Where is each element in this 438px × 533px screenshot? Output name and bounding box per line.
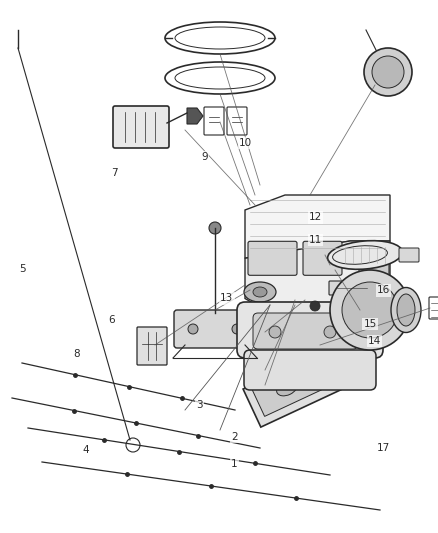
FancyBboxPatch shape [303, 241, 342, 276]
Ellipse shape [244, 282, 276, 302]
Ellipse shape [344, 282, 376, 302]
Text: 6: 6 [108, 315, 115, 325]
Text: 7: 7 [111, 168, 118, 178]
Polygon shape [243, 349, 347, 427]
Circle shape [364, 48, 412, 96]
Text: 1: 1 [231, 459, 238, 469]
FancyBboxPatch shape [137, 327, 167, 365]
Text: 3: 3 [196, 400, 203, 410]
Text: 11: 11 [309, 235, 322, 245]
Polygon shape [245, 241, 390, 310]
Circle shape [232, 324, 242, 334]
Circle shape [318, 371, 328, 381]
Circle shape [324, 326, 336, 338]
Circle shape [310, 301, 320, 311]
Text: 13: 13 [220, 294, 233, 303]
Text: 10: 10 [239, 138, 252, 148]
Text: 14: 14 [368, 336, 381, 346]
FancyBboxPatch shape [174, 310, 256, 348]
FancyBboxPatch shape [113, 106, 169, 148]
Ellipse shape [397, 294, 415, 326]
Text: 5: 5 [19, 264, 26, 274]
Circle shape [372, 56, 404, 88]
FancyBboxPatch shape [399, 248, 419, 262]
Circle shape [342, 282, 398, 338]
Circle shape [330, 270, 410, 350]
Circle shape [209, 222, 221, 234]
Text: 15: 15 [364, 319, 377, 329]
Ellipse shape [253, 287, 267, 297]
Polygon shape [245, 195, 390, 259]
Text: 4: 4 [82, 446, 89, 455]
FancyBboxPatch shape [253, 313, 358, 349]
Text: 8: 8 [73, 350, 80, 359]
Polygon shape [322, 362, 344, 382]
Text: 9: 9 [201, 152, 208, 162]
Circle shape [188, 324, 198, 334]
Polygon shape [187, 108, 203, 124]
Text: 16: 16 [377, 286, 390, 295]
FancyBboxPatch shape [329, 281, 375, 295]
Circle shape [269, 326, 281, 338]
FancyBboxPatch shape [244, 350, 376, 390]
Polygon shape [252, 360, 328, 416]
Ellipse shape [328, 241, 403, 269]
Ellipse shape [391, 287, 421, 333]
Ellipse shape [353, 287, 367, 297]
Text: 2: 2 [231, 432, 238, 442]
Ellipse shape [277, 380, 297, 396]
FancyBboxPatch shape [359, 252, 389, 284]
Text: 12: 12 [309, 213, 322, 222]
FancyBboxPatch shape [248, 241, 297, 276]
Text: 17: 17 [377, 443, 390, 453]
FancyBboxPatch shape [237, 302, 383, 358]
